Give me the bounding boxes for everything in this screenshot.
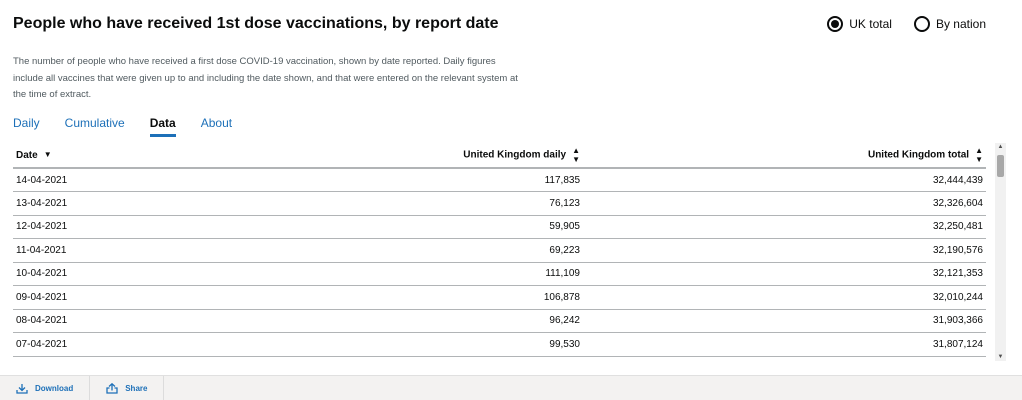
cell-uk-total: 32,010,244 (583, 285, 986, 310)
share-icon (106, 383, 118, 394)
sort-both-icon: ▲ ▼ (975, 146, 983, 164)
cell-date: 10-04-2021 (13, 262, 313, 286)
tab-bar: Daily Cumulative Data About (13, 116, 257, 137)
radio-by-nation[interactable]: By nation (913, 16, 986, 32)
cell-date: 12-04-2021 (13, 215, 313, 239)
radio-uk-total[interactable]: UK total (827, 16, 892, 32)
column-header-date-label: Date (16, 149, 38, 161)
cell-uk-total: 32,326,604 (583, 191, 986, 216)
table-row: 12-04-2021 59,905 32,250,481 (13, 215, 986, 239)
table-row: 10-04-2021 111,109 32,121,353 (13, 262, 986, 286)
cell-uk-total: 32,121,353 (583, 262, 986, 286)
table-row: 14-04-2021 117,835 32,444,439 (13, 168, 986, 192)
cell-uk-total: 32,250,481 (583, 215, 986, 239)
cell-date: 07-04-2021 (13, 332, 313, 357)
cell-uk-daily: 111,109 (313, 262, 583, 286)
cell-uk-daily: 117,835 (313, 168, 583, 192)
column-header-uk-total-label: United Kingdom total (867, 149, 970, 161)
cell-date: 14-04-2021 (13, 168, 313, 192)
tab-data[interactable]: Data (149, 116, 176, 137)
card-description: The number of people who have received a… (13, 56, 518, 100)
table-row: 09-04-2021 106,878 32,010,244 (13, 285, 986, 310)
scroll-up-icon[interactable]: ▲ (997, 144, 1004, 150)
radio-by-nation-label: By nation (935, 17, 986, 31)
download-label: Download (35, 384, 74, 393)
cell-uk-daily: 96,242 (313, 309, 583, 333)
column-header-date[interactable]: Date ▼ (13, 143, 313, 169)
radio-uk-total-label: UK total (849, 17, 892, 31)
cell-uk-daily: 59,905 (313, 215, 583, 239)
cell-uk-total: 32,444,439 (583, 168, 986, 192)
table-header-row: Date ▼ United Kingdom daily ▲ ▼ United King… (13, 143, 986, 169)
column-header-uk-daily[interactable]: United Kingdom daily ▲ ▼ (313, 143, 583, 169)
tab-about[interactable]: About (200, 116, 233, 130)
column-header-uk-daily-label: United Kingdom daily (463, 149, 567, 161)
view-radio-group: UK total By nation (805, 16, 986, 32)
scroll-thumb[interactable] (997, 155, 1004, 177)
table-row: 13-04-2021 76,123 32,326,604 (13, 191, 986, 216)
cell-uk-daily: 76,123 (313, 191, 583, 216)
radio-uk-total-indicator (827, 16, 844, 32)
share-label: Share (125, 384, 148, 393)
cell-uk-total: 31,807,124 (583, 332, 986, 357)
sort-both-icon: ▲ ▼ (572, 146, 580, 164)
download-button[interactable]: Download (0, 376, 91, 400)
radio-by-nation-indicator (913, 16, 930, 32)
cell-date: 08-04-2021 (13, 309, 313, 333)
card-title: People who have received 1st dose vaccin… (13, 15, 499, 32)
cell-uk-daily: 106,878 (313, 285, 583, 310)
card-footer: Download Share (0, 375, 1022, 400)
scroll-down-icon[interactable]: ▼ (997, 354, 1004, 360)
cell-uk-total: 31,903,366 (583, 309, 986, 333)
share-button[interactable]: Share (90, 376, 165, 400)
data-table-container: Date ▼ United Kingdom daily ▲ ▼ United King… (13, 143, 1006, 361)
tab-daily[interactable]: Daily (13, 116, 40, 130)
cell-date: 13-04-2021 (13, 191, 313, 216)
sort-descending-icon: ▼ (43, 150, 52, 160)
column-header-uk-total[interactable]: United Kingdom total ▲ ▼ (583, 143, 986, 169)
cell-date: 09-04-2021 (13, 285, 313, 310)
cell-uk-total: 32,190,576 (583, 238, 986, 263)
cell-uk-daily: 69,223 (313, 238, 583, 263)
download-icon (16, 384, 28, 394)
table-scrollbar[interactable]: ▲ ▼ (995, 143, 1006, 361)
table-row: 07-04-2021 99,530 31,807,124 (13, 332, 986, 357)
tab-cumulative[interactable]: Cumulative (64, 116, 125, 130)
cell-uk-daily: 99,530 (313, 332, 583, 357)
table-row: 11-04-2021 69,223 32,190,576 (13, 238, 986, 263)
data-table: Date ▼ United Kingdom daily ▲ ▼ United King… (13, 143, 986, 357)
cell-date: 11-04-2021 (13, 238, 313, 263)
table-row: 08-04-2021 96,242 31,903,366 (13, 309, 986, 333)
